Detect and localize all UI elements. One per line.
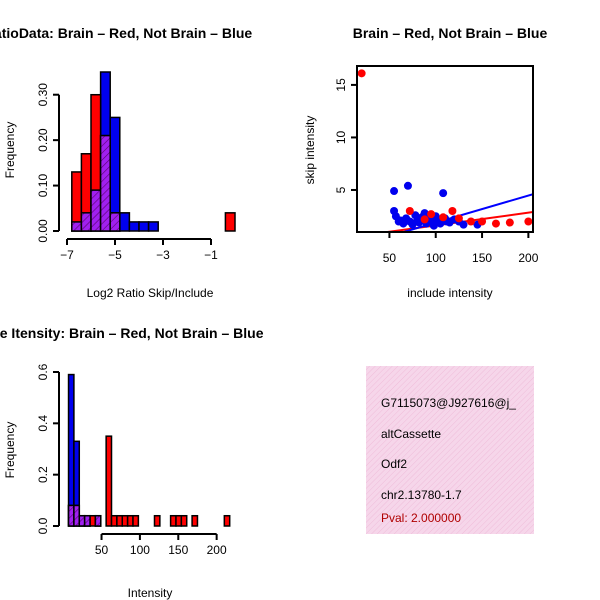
gene-intensity-histogram-panel: Gene Itensity: Brain – Red, Not Brain – … [0, 325, 264, 600]
intensity-brain-bar [223, 514, 231, 527]
not-brain-point [436, 219, 445, 228]
ratio-y-tick-label: 0.00 [36, 219, 50, 243]
ratio-y-tick-label: 0.30 [36, 83, 50, 107]
ratio-x-tick-label: −1 [204, 248, 218, 262]
pval-text: Pval: 2.000000 [381, 511, 461, 525]
brain-point [454, 214, 463, 223]
event-info-panel: G7115073@J927616@j_ altCassette Odf2 chr… [366, 366, 534, 534]
ratio-x-tick-label: −7 [60, 248, 74, 262]
intensity-x-tick-label: 200 [207, 543, 227, 557]
not-brain-point [439, 189, 448, 198]
intensity-scatter-panel: Brain – Red, Not Brain – Blue include in… [303, 25, 547, 300]
intensity-overlap-bar [83, 514, 91, 527]
scatter-y-tick-label: 15 [334, 78, 348, 92]
brain-point [448, 206, 457, 215]
brain-point [491, 219, 500, 228]
ratio-not-brain-bar [119, 212, 131, 232]
ratio-histogram-panel: RatioData: Brain – Red, Not Brain – Blue… [0, 25, 252, 300]
brain-point [420, 215, 429, 224]
intensity-brain-bar [132, 514, 140, 527]
brain-point [466, 217, 475, 226]
brain-point [439, 213, 448, 222]
event-type-text: altCassette [381, 427, 441, 441]
ratio-y-tick-label: 0.20 [36, 128, 50, 152]
intensity-brain-bar [153, 514, 161, 527]
intensity-brain-bar [121, 514, 129, 527]
intensity-brain-bar [180, 514, 188, 527]
scatter-title: Brain – Red, Not Brain – Blue [353, 25, 548, 41]
intensity-x-tick-label: 100 [130, 543, 150, 557]
scatter-x-tick-label: 100 [426, 251, 446, 265]
intensity-brain-bar [116, 514, 124, 527]
scatter-plot-box [356, 65, 534, 233]
scatter-x-tick-label: 50 [383, 251, 397, 265]
intensity-x-tick-label: 150 [168, 543, 188, 557]
scatter-ylabel: skip intensity [303, 116, 317, 185]
intensity-brain-bar [191, 514, 199, 527]
ratio-x-tick-label: −5 [108, 248, 122, 262]
gene-intensity-xlabel: Intensity [128, 586, 173, 600]
not-brain-point [390, 187, 399, 196]
intensity-y-tick-label: 0.6 [36, 363, 50, 380]
ratio-not-brain-bar [138, 221, 150, 232]
brain-point [505, 218, 514, 227]
ratio-overlap-bar [90, 189, 102, 232]
intensity-brain-bar [175, 514, 183, 527]
scatter-xlabel: include intensity [407, 286, 492, 300]
ratio-overlap-bar [109, 212, 121, 232]
intensity-x-tick-label: 50 [95, 543, 109, 557]
event-id-text: G7115073@J927616@j_ [381, 396, 516, 410]
gene-intensity-ylabel: Frequency [3, 422, 17, 479]
intensity-y-tick-label: 0.2 [36, 466, 50, 483]
not-brain-point [420, 209, 429, 218]
intensity-overlap-bar [73, 504, 81, 527]
intensity-not-brain-bar [67, 373, 75, 527]
scatter-y-tick-label: 5 [334, 186, 348, 193]
not-brain-point [403, 181, 412, 190]
brain-point [427, 210, 436, 219]
intensity-brain-bar [169, 514, 177, 527]
intensity-y-tick-label: 0.4 [36, 415, 50, 432]
brain-point [405, 206, 414, 215]
brain-point [357, 69, 366, 78]
ratio-overlap-bar [71, 221, 83, 232]
ratio-overlap-bar [99, 134, 111, 232]
ratio-x-tick-label: −3 [156, 248, 170, 262]
ratio-histogram-title: RatioData: Brain – Red, Not Brain – Blue [0, 25, 252, 41]
gene-name-text: Odf2 [381, 457, 407, 471]
brain-point [478, 217, 487, 226]
genomic-location-text: chr2.13780-1.7 [381, 488, 462, 502]
intensity-overlap-bar [78, 514, 86, 527]
brain-point [524, 217, 533, 226]
ratio-not-brain-bar [147, 221, 159, 232]
intensity-overlap-bar [94, 514, 102, 527]
scatter-x-tick-label: 150 [472, 251, 492, 265]
intensity-brain-bar [89, 514, 97, 527]
gene-intensity-title: Gene Itensity: Brain – Red, Not Brain – … [0, 325, 264, 341]
ratio-histogram-ylabel: Frequency [3, 122, 17, 179]
intensity-brain-bar [105, 435, 113, 527]
ratio-y-tick-label: 0.10 [36, 174, 50, 198]
ratio-brain-bar [224, 212, 236, 232]
scatter-y-tick-label: 10 [334, 130, 348, 144]
intensity-brain-bar [110, 514, 118, 527]
ratio-overlap-bar [80, 212, 92, 232]
not-brain-point [394, 217, 403, 226]
scatter-x-tick-label: 200 [518, 251, 538, 265]
intensity-brain-bar [126, 514, 134, 527]
intensity-y-tick-label: 0.0 [36, 517, 50, 534]
ratio-not-brain-bar [128, 221, 140, 232]
info-panel-background [366, 366, 534, 534]
intensity-overlap-bar [67, 504, 75, 527]
ratio-histogram-xlabel: Log2 Ratio Skip/Include [87, 286, 214, 300]
not-brain-point [459, 220, 468, 229]
